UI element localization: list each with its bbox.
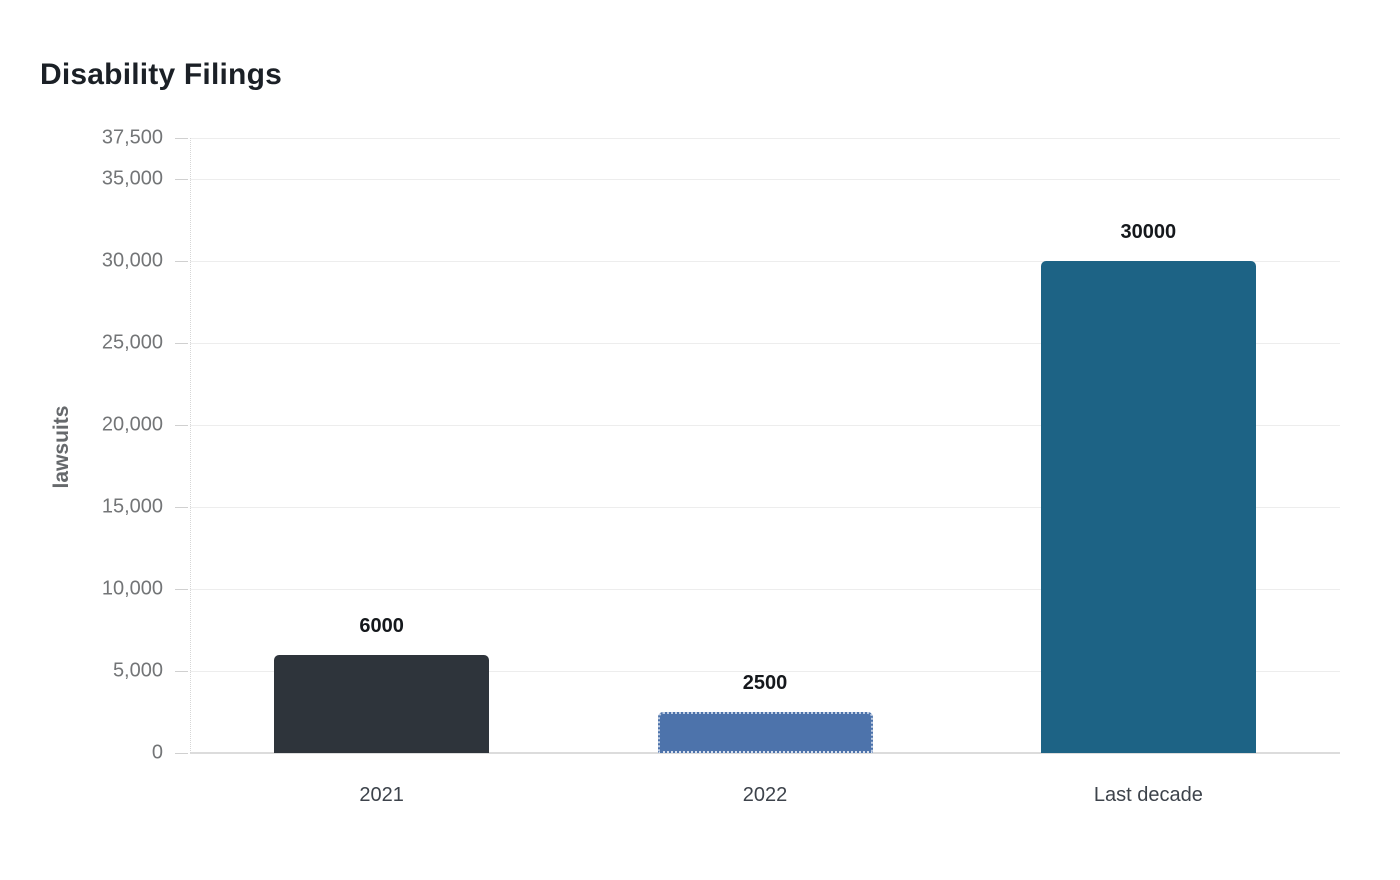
y-axis-tick xyxy=(175,138,188,139)
y-axis-tick-label: 20,000 xyxy=(101,413,163,436)
gridline xyxy=(190,261,1340,262)
bar-value-label: 30000 xyxy=(1120,221,1177,243)
chart-title: Disability Filings xyxy=(40,58,282,91)
gridline xyxy=(190,138,1340,139)
x-axis-label: 2022 xyxy=(742,784,788,806)
y-axis-tick xyxy=(175,261,188,262)
y-axis-tick-label: 35,000 xyxy=(101,167,163,190)
y-axis-tick xyxy=(175,589,188,590)
bar-last-decade[interactable] xyxy=(1040,261,1256,753)
y-axis-tick xyxy=(175,507,188,508)
y-axis-tick-label: 5,000 xyxy=(112,659,163,682)
x-axis-label: 2021 xyxy=(359,784,404,806)
gridline xyxy=(190,752,1340,754)
y-axis-tick-label: 0 xyxy=(151,741,163,764)
y-axis-tick-label: 30,000 xyxy=(101,249,163,272)
gridline xyxy=(190,589,1340,590)
gridline xyxy=(190,179,1340,180)
y-axis-tick-label: 15,000 xyxy=(101,495,163,518)
gridline xyxy=(190,507,1340,508)
x-axis-label: Last decade xyxy=(1093,784,1203,806)
gridline xyxy=(190,343,1340,344)
y-axis-tick-label: 10,000 xyxy=(101,577,163,600)
y-axis-tick xyxy=(175,425,188,426)
y-axis-tick xyxy=(175,753,188,754)
y-axis-tick-label: 25,000 xyxy=(101,331,163,354)
bar-value-label: 6000 xyxy=(359,614,404,637)
y-axis-tick xyxy=(175,671,188,672)
y-axis-tick xyxy=(175,179,188,180)
bar-value-label: 2500 xyxy=(742,672,788,694)
y-axis-tick-label: 37,500 xyxy=(101,126,163,149)
y-axis-tick xyxy=(175,343,188,344)
gridline xyxy=(190,425,1340,426)
y-axis-line xyxy=(190,138,191,753)
gridline xyxy=(190,671,1340,672)
bar-2021[interactable] xyxy=(274,654,490,753)
bar-2022[interactable] xyxy=(657,712,873,753)
